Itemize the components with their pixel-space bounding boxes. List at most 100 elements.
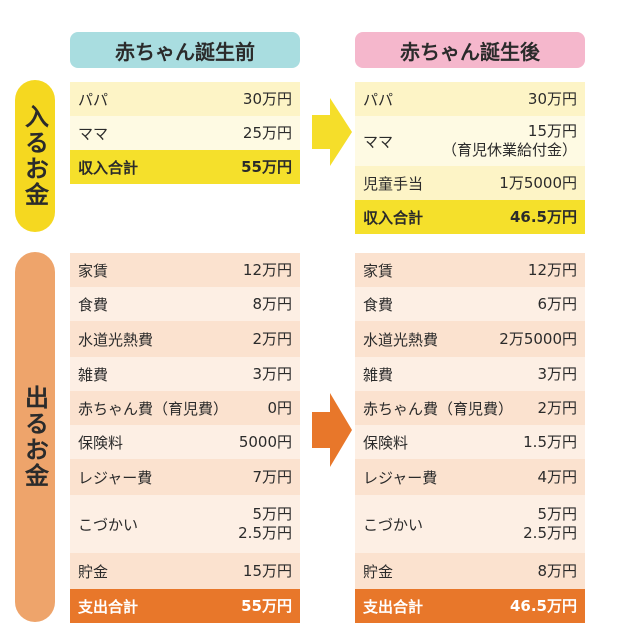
row-label: パパ xyxy=(363,90,394,109)
row-label: 水道光熱費 xyxy=(363,330,439,349)
row-value: 5万円 2.5万円 xyxy=(523,505,577,543)
row-label: 児童手当 xyxy=(363,174,424,193)
row-label: 収入合計 xyxy=(78,158,139,177)
row-label: 赤ちゃん費（育児費） xyxy=(78,399,229,418)
row-value: 1万5000円 xyxy=(499,174,577,193)
row-label: 食費 xyxy=(363,295,394,314)
value-line: 15万円 xyxy=(527,122,577,140)
table-row: レジャー費 4万円 xyxy=(355,459,585,495)
arrow-expense xyxy=(312,393,352,467)
row-value: 12万円 xyxy=(528,261,577,280)
value-line: 3万円 xyxy=(537,364,577,383)
row-value: 25万円 xyxy=(243,124,292,143)
row-label: ママ xyxy=(363,132,394,151)
row-label: パパ xyxy=(78,90,109,109)
value-line: 30万円 xyxy=(242,89,292,108)
row-label: 家賃 xyxy=(363,261,394,280)
value-line: 5000円 xyxy=(238,432,292,451)
value-line: 4万円 xyxy=(537,467,577,486)
row-value: 2万円 xyxy=(252,330,292,349)
row-value: 2万5000円 xyxy=(499,330,577,349)
header-after: 赤ちゃん誕生後 xyxy=(355,32,585,68)
row-value: 15万円 （育児休業給付金） xyxy=(442,122,577,160)
table-row: 保険料 5000円 xyxy=(70,425,300,459)
value-line: 46.5万円 xyxy=(509,596,577,615)
row-label: 雑費 xyxy=(363,365,394,384)
row-label: レジャー費 xyxy=(363,468,438,487)
table-row: 食費 6万円 xyxy=(355,287,585,321)
row-value: 46.5万円 xyxy=(510,597,577,616)
table-row: 赤ちゃん費（育児費） 0円 xyxy=(70,391,300,425)
row-value: 1.5万円 xyxy=(523,433,577,452)
total-row: 収入合計 46.5万円 xyxy=(355,200,585,234)
value-line: 2万5000円 xyxy=(499,329,577,348)
row-label: レジャー費 xyxy=(78,468,153,487)
row-value: 55万円 xyxy=(241,597,292,616)
header-before: 赤ちゃん誕生前 xyxy=(70,32,300,68)
value-line: 12万円 xyxy=(527,260,577,279)
expense-label: 出るお金 xyxy=(15,252,55,622)
row-label: 保険料 xyxy=(363,433,409,452)
value-line: 5万円 xyxy=(252,505,292,523)
value-line: 1万5000円 xyxy=(499,173,577,192)
value-line: 3万円 xyxy=(252,364,292,383)
table-row: ママ 15万円 （育児休業給付金） xyxy=(355,116,585,166)
row-value: 8万円 xyxy=(252,295,292,314)
value-line: 6万円 xyxy=(537,294,577,313)
row-value: 3万円 xyxy=(537,365,577,384)
value-line: 1.5万円 xyxy=(523,432,577,451)
table-row: 貯金 8万円 xyxy=(355,553,585,589)
row-value: 46.5万円 xyxy=(510,208,577,227)
row-label: 水道光熱費 xyxy=(78,330,154,349)
income-label: 入るお金 xyxy=(15,80,55,232)
table-row: パパ 30万円 xyxy=(70,82,300,116)
row-label: 支出合計 xyxy=(78,597,139,616)
value-line: 0円 xyxy=(267,398,292,417)
row-label: 家賃 xyxy=(78,261,109,280)
table-row: こづかい 5万円 2.5万円 xyxy=(355,495,585,553)
value-line: 2.5万円 xyxy=(523,524,577,542)
row-value: 6万円 xyxy=(537,295,577,314)
table-row: 赤ちゃん費（育児費） 2万円 xyxy=(355,391,585,425)
table-row: 保険料 1.5万円 xyxy=(355,425,585,459)
arrow-income xyxy=(312,98,352,166)
table-row: こづかい 5万円 2.5万円 xyxy=(70,495,300,553)
table-row: 水道光熱費 2万円 xyxy=(70,321,300,357)
row-value: 7万円 xyxy=(252,468,292,487)
table-row: 食費 8万円 xyxy=(70,287,300,321)
arrow xyxy=(312,393,352,467)
row-value: 30万円 xyxy=(243,90,292,109)
row-label: こづかい xyxy=(363,515,424,534)
value-line: 55万円 xyxy=(241,157,292,176)
row-value: 3万円 xyxy=(252,365,292,384)
table-row: 家賃 12万円 xyxy=(70,253,300,287)
total-row: 収入合計 55万円 xyxy=(70,150,300,184)
arrow xyxy=(312,98,352,166)
value-line: 2万円 xyxy=(252,329,292,348)
row-label: ママ xyxy=(78,124,109,143)
row-label: 貯金 xyxy=(78,562,109,581)
row-value: 15万円 xyxy=(243,562,292,581)
value-line: 12万円 xyxy=(242,260,292,279)
table-row: ママ 25万円 xyxy=(70,116,300,150)
row-value: 8万円 xyxy=(537,562,577,581)
row-label: 赤ちゃん費（育児費） xyxy=(363,399,514,418)
row-label: 貯金 xyxy=(363,562,394,581)
row-label: 保険料 xyxy=(78,433,124,452)
value-line: 2.5万円 xyxy=(238,524,292,542)
row-value: 4万円 xyxy=(537,468,577,487)
value-line: 30万円 xyxy=(527,89,577,108)
total-row: 支出合計 46.5万円 xyxy=(355,589,585,623)
value-line: 46.5万円 xyxy=(509,207,577,226)
value-line: （育児休業給付金） xyxy=(441,141,577,159)
row-value: 0円 xyxy=(267,399,292,418)
row-label: 支出合計 xyxy=(363,597,424,616)
table-row: 児童手当 1万5000円 xyxy=(355,166,585,200)
row-value: 2万円 xyxy=(537,399,577,418)
table-row: 雑費 3万円 xyxy=(70,357,300,391)
row-value: 5万円 2.5万円 xyxy=(238,505,292,543)
table-row: 家賃 12万円 xyxy=(355,253,585,287)
value-line: 5万円 xyxy=(537,505,577,523)
row-label: こづかい xyxy=(78,515,139,534)
